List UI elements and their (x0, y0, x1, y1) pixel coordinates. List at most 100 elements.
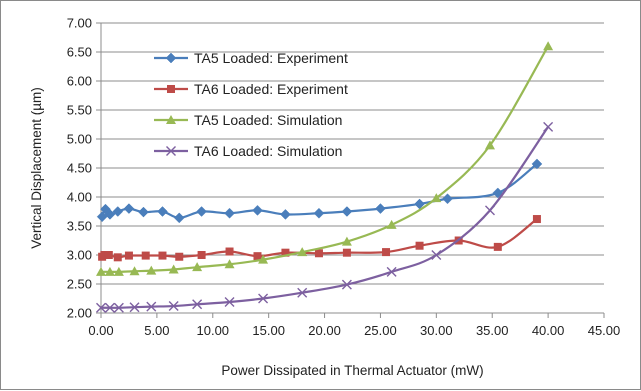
x-tick-label: 20.00 (308, 323, 341, 338)
data-point (168, 264, 179, 274)
legend-label: TA6 Loaded: Simulation (194, 143, 342, 159)
data-point (313, 207, 325, 219)
data-point (341, 206, 353, 217)
data-point (157, 206, 168, 217)
series-1 (96, 158, 543, 224)
data-point (196, 206, 207, 217)
legend-marker (166, 146, 176, 156)
data-point (100, 251, 109, 259)
data-point (113, 253, 122, 262)
x-tick-label: 10.00 (197, 323, 230, 338)
legend-marker (165, 52, 177, 64)
data-point (258, 254, 269, 264)
data-point (224, 259, 235, 269)
legend-marker (166, 115, 176, 124)
data-point (141, 251, 150, 260)
y-tick-label: 3.50 (67, 219, 92, 234)
legend-label: TA6 Loaded: Experiment (194, 81, 348, 97)
data-point (225, 247, 234, 256)
data-point (224, 296, 235, 307)
data-point (342, 248, 351, 257)
x-tick-label: 25.00 (364, 323, 397, 338)
data-point (104, 251, 113, 259)
y-tick-label: 4.00 (67, 190, 92, 205)
y-tick-label: 2.50 (67, 277, 92, 292)
data-point (532, 215, 541, 224)
data-point (192, 299, 203, 310)
data-point (168, 301, 179, 312)
x-tick-label: 35.00 (476, 323, 509, 338)
data-point (543, 41, 554, 51)
gridlines (101, 22, 604, 314)
data-point (252, 204, 263, 216)
data-point (146, 265, 157, 275)
x-tick-label: 15.00 (252, 323, 285, 338)
y-tick-label: 6.50 (67, 45, 92, 60)
axes (96, 22, 605, 318)
data-point (484, 205, 495, 216)
legend: TA5 Loaded: Experiment TA6 Loaded: Experi… (154, 50, 348, 159)
data-point (175, 252, 184, 261)
data-point (129, 266, 140, 276)
data-point (493, 242, 502, 251)
data-point (104, 266, 115, 276)
x-tick-label: 40.00 (532, 323, 565, 338)
data-point (442, 193, 453, 205)
data-point (258, 293, 269, 304)
data-point (129, 302, 140, 313)
y-tick-label: 2.00 (67, 306, 92, 321)
data-point (375, 203, 386, 214)
legend-label: TA5 Loaded: Experiment (194, 50, 348, 66)
data-point (96, 302, 106, 313)
y-axis-title: Vertical Displacement (µm) (29, 87, 44, 249)
data-point (415, 241, 424, 250)
y-tick-label: 5.00 (67, 132, 92, 147)
data-point (197, 251, 206, 259)
data-point (104, 302, 115, 313)
data-point (281, 248, 290, 257)
data-point (431, 193, 442, 203)
x-tick-label: 0.00 (88, 323, 113, 338)
y-tick-label: 3.00 (67, 248, 92, 263)
y-tick-label: 6.00 (67, 74, 92, 89)
legend-entry: TA6 Loaded: Experiment (154, 81, 348, 97)
data-point (484, 140, 495, 150)
data-point (531, 158, 543, 170)
x-axis-title: Power Dissipated in Thermal Actuator (mW… (221, 363, 483, 378)
series-3 (96, 41, 554, 276)
data-point (297, 247, 308, 257)
data-point (386, 219, 397, 229)
data-point (341, 279, 352, 290)
y-tick-label: 4.50 (67, 161, 92, 176)
data-point (386, 266, 397, 277)
legend-entry: TA6 Loaded: Simulation (154, 143, 342, 159)
data-point (113, 266, 124, 276)
data-point (253, 252, 262, 261)
series-4 (96, 121, 554, 313)
data-point (192, 262, 203, 272)
data-point (314, 249, 323, 258)
x-tick-label: 30.00 (420, 323, 453, 338)
data-point (124, 251, 133, 260)
data-point (382, 248, 391, 257)
x-tick-label: 5.00 (144, 323, 169, 338)
series-layer (96, 41, 554, 313)
data-point (123, 203, 135, 214)
y-tick-label: 5.50 (67, 103, 92, 118)
data-point (280, 209, 291, 220)
data-point (112, 206, 124, 217)
data-point (341, 236, 352, 246)
data-point (297, 287, 308, 298)
data-point (158, 251, 167, 260)
legend-entry: TA5 Loaded: Experiment (154, 50, 348, 66)
y-tick-label: 7.00 (67, 16, 92, 31)
data-point (104, 209, 116, 220)
legend-label: TA5 Loaded: Simulation (194, 112, 342, 128)
series-2 (98, 215, 541, 262)
data-point (224, 207, 235, 219)
data-point (543, 121, 554, 132)
data-point (138, 206, 149, 218)
data-point (113, 302, 124, 313)
